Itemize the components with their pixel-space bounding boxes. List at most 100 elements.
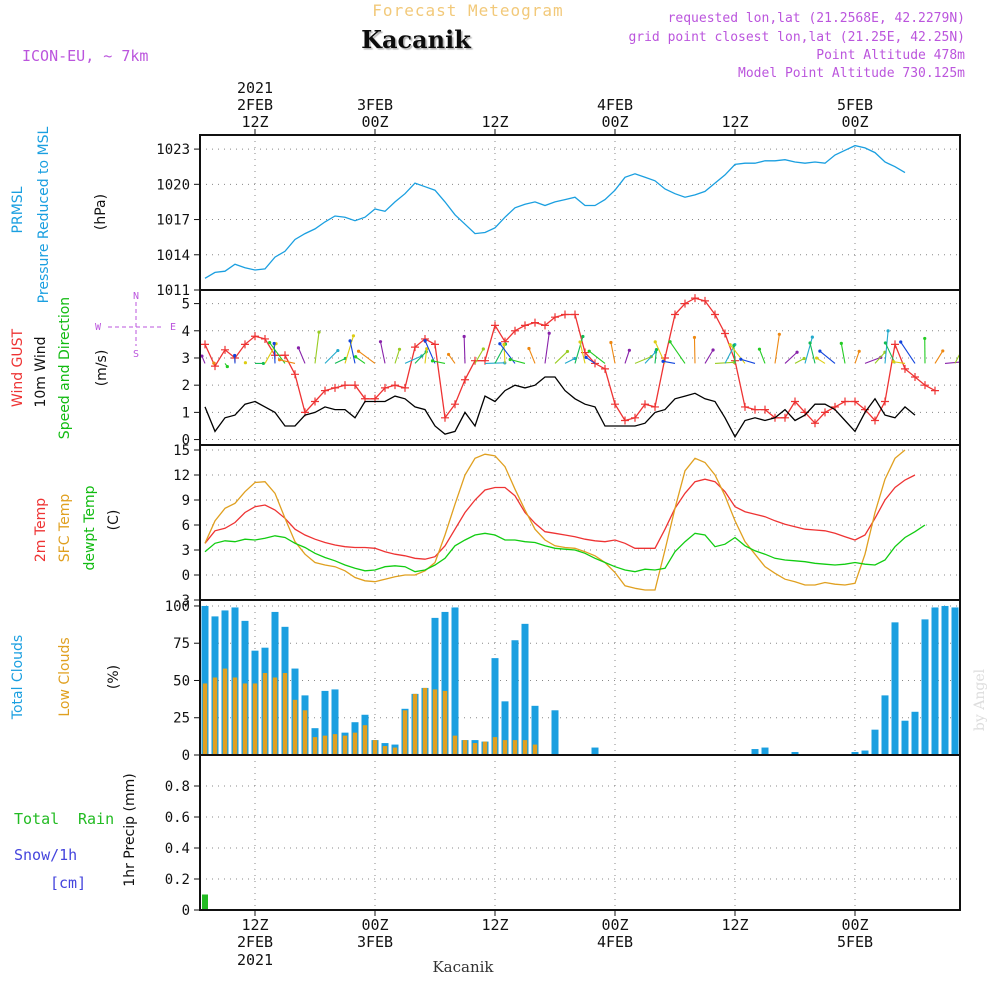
bottom-time-label: 12Z bbox=[241, 916, 268, 934]
gust-marker bbox=[911, 373, 919, 382]
panel4-labels: Total Clouds Low Clouds (%) bbox=[10, 635, 122, 720]
panel3-labels: 2m Temp SFC Temp dewpt Temp (C) bbox=[33, 485, 122, 570]
wind-arrow bbox=[654, 349, 658, 364]
wind-arrowhead bbox=[732, 343, 736, 348]
low-cloud-bar bbox=[262, 673, 268, 755]
y-tick-label: 0 bbox=[182, 433, 190, 449]
gust-marker bbox=[381, 383, 389, 392]
total-cloud-bar bbox=[551, 710, 559, 755]
panel-4-data bbox=[201, 605, 959, 755]
total-cloud-bar bbox=[871, 729, 879, 755]
gust-marker bbox=[601, 364, 609, 373]
y-tick-label: 1011 bbox=[156, 283, 190, 299]
total-cloud-bar bbox=[201, 605, 209, 755]
gust-marker bbox=[261, 334, 269, 343]
low-cloud-bar bbox=[362, 725, 368, 755]
total-cloud-bar bbox=[951, 607, 959, 755]
wind-arrow bbox=[273, 343, 276, 364]
wind-arrowhead bbox=[354, 355, 358, 359]
wind-arrow bbox=[634, 356, 652, 364]
wind-arrowhead bbox=[899, 340, 903, 344]
y-tick-label: 0 bbox=[182, 903, 190, 919]
y-tick-label: 50 bbox=[173, 673, 190, 689]
wind-arrowhead bbox=[728, 343, 732, 347]
total-cloud-bar bbox=[321, 690, 329, 755]
low-cloud-bar bbox=[532, 744, 538, 755]
wind-arrowhead bbox=[757, 347, 762, 351]
top-time-label: 5FEB bbox=[837, 96, 873, 114]
y-tick-label: 12 bbox=[173, 468, 190, 484]
bottom-time-label: 2021 bbox=[237, 951, 273, 969]
wind-arrowhead bbox=[814, 356, 819, 360]
panel-3: -3 0 3 6 9 12 15 bbox=[173, 443, 961, 609]
wind-arrowhead bbox=[378, 340, 383, 344]
wind-arrowhead bbox=[336, 348, 340, 353]
wind-arrow bbox=[900, 341, 916, 364]
gust-marker bbox=[201, 340, 209, 349]
wind-arrow bbox=[279, 359, 296, 364]
footer-station: Kacanik bbox=[432, 958, 494, 976]
low-cloud-bar bbox=[342, 735, 348, 755]
gust-marker bbox=[561, 310, 569, 319]
gust-marker bbox=[741, 402, 749, 411]
compass-w: W bbox=[95, 322, 102, 333]
top-time-label: 12Z bbox=[721, 113, 748, 131]
wind-arrow bbox=[758, 348, 766, 364]
total-cloud-bar bbox=[931, 607, 939, 755]
panel-3-data bbox=[204, 449, 926, 591]
wind-arrowhead bbox=[661, 359, 665, 363]
wind-arrow bbox=[379, 341, 386, 364]
gust-marker bbox=[671, 310, 679, 319]
gust-marker bbox=[931, 386, 939, 395]
low-cloud-bar bbox=[212, 677, 218, 755]
bottom-time-label: 00Z bbox=[601, 916, 628, 934]
total-cloud-bar bbox=[751, 749, 759, 755]
wind-arrow bbox=[474, 348, 484, 364]
series-10m-wind bbox=[204, 376, 916, 439]
temp-unit-label: (C) bbox=[106, 510, 122, 531]
wind-arrow bbox=[944, 361, 960, 364]
wind-arrow bbox=[893, 361, 906, 364]
wind-arrowhead bbox=[233, 353, 237, 358]
low-cloud-bar bbox=[512, 740, 518, 755]
wind-arrowhead bbox=[277, 358, 282, 362]
point-altitude: Point Altitude 478m bbox=[816, 48, 965, 63]
wind-arrowhead bbox=[243, 361, 248, 365]
gust-marker bbox=[851, 397, 859, 406]
gust-marker bbox=[891, 340, 899, 349]
wind-arrowhead bbox=[261, 361, 265, 366]
total-cloud-bar bbox=[891, 622, 899, 755]
low-cloud-bar bbox=[502, 740, 508, 755]
gust-marker bbox=[841, 397, 849, 406]
wind-arrowhead bbox=[356, 349, 361, 353]
wind-arrow bbox=[528, 348, 536, 364]
wind-arrow bbox=[624, 350, 630, 364]
gust-marker bbox=[321, 386, 329, 395]
wind-arrowhead bbox=[808, 341, 812, 345]
wind-arrow bbox=[544, 333, 550, 364]
gust-marker bbox=[461, 375, 469, 384]
gust-marker bbox=[651, 402, 659, 411]
panel-frame bbox=[199, 134, 961, 291]
gust-marker bbox=[331, 383, 339, 392]
wind-arrowhead bbox=[508, 357, 512, 362]
wind-arrow bbox=[740, 358, 756, 364]
bottom-time-label: 3FEB bbox=[357, 933, 393, 951]
y-tick-label: -3 bbox=[173, 593, 190, 609]
dewpt-label: dewpt Temp bbox=[82, 485, 98, 570]
wind-arrow bbox=[324, 350, 339, 364]
low-clouds-label: Low Clouds bbox=[57, 637, 73, 716]
total-cloud-bar bbox=[451, 607, 459, 755]
gust-marker bbox=[541, 321, 549, 330]
panel5-labels: Total Rain Snow/1h [cm] 1hr Precip (mm) bbox=[14, 773, 138, 892]
low-cloud-bar bbox=[352, 732, 358, 755]
total-cloud-bar bbox=[531, 705, 539, 755]
total-cloud-bar bbox=[501, 701, 509, 755]
low-cloud-bar bbox=[412, 693, 418, 755]
panel-1-data bbox=[204, 144, 906, 279]
gust-marker bbox=[711, 310, 719, 319]
low-cloud-bar bbox=[492, 737, 498, 755]
total-cloud-bar bbox=[851, 752, 859, 755]
y-tick-label: 3 bbox=[182, 351, 190, 367]
